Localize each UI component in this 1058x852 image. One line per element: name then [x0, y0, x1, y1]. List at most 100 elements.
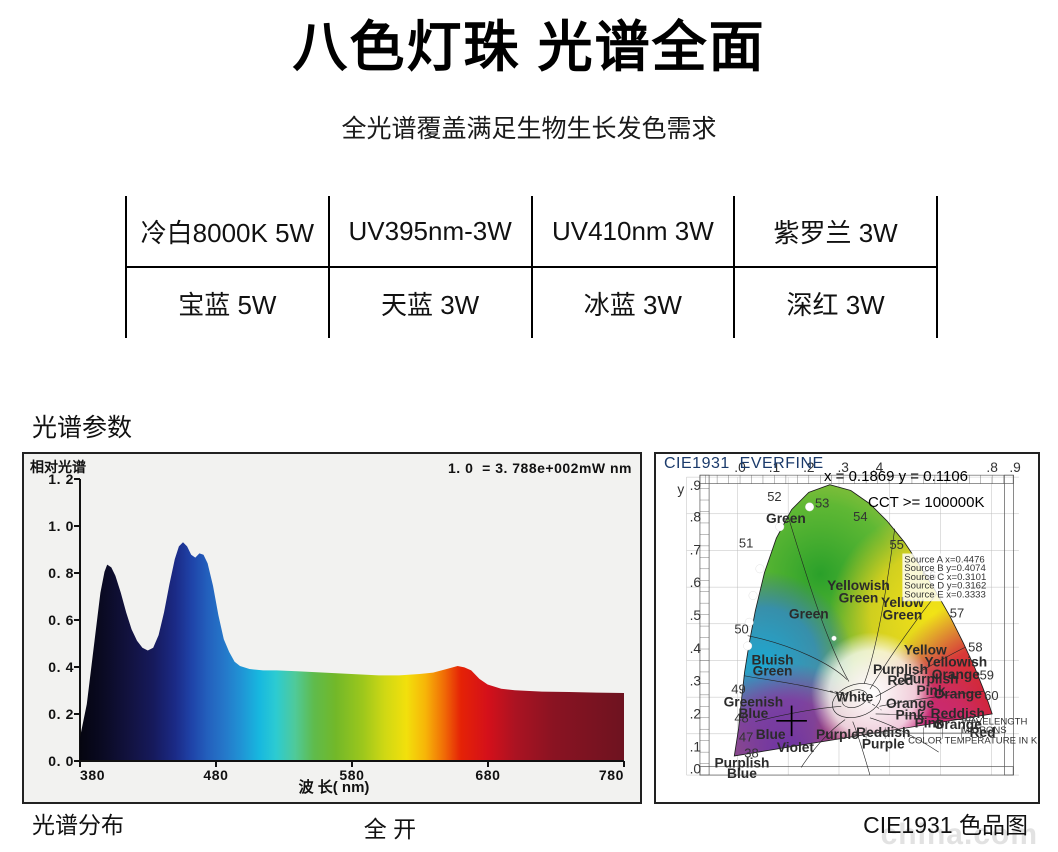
cie-x-axis-ticks: .0 .1 .2 .3 .4 .8 .9	[734, 460, 1021, 475]
page-header: 八色灯珠 光谱全面 全光谱覆盖满足生物生长发色需求	[0, 0, 1058, 170]
svg-text:380: 380	[80, 767, 105, 783]
svg-text:Source E x=0.3333: Source E x=0.3333	[904, 589, 985, 600]
spectrum-plot-svg: 1. 2 1. 0 0. 8 0. 6 0. 4 0. 2 0. 0	[48, 471, 625, 783]
svg-text:Purplish: Purplish	[714, 755, 769, 770]
svg-text:Greenish: Greenish	[724, 694, 784, 709]
svg-text:Reddish: Reddish	[931, 706, 985, 721]
cie-y-axis-label: y	[677, 482, 684, 497]
svg-text:48: 48	[734, 710, 748, 725]
spec-cell-cool-white: 冷白8000K 5W	[125, 196, 330, 266]
svg-text:480: 480	[203, 767, 228, 783]
svg-text:.5: .5	[690, 608, 702, 623]
svg-text:.4: .4	[872, 460, 884, 475]
svg-text:60: 60	[984, 688, 998, 703]
spec-cell-ice-blue: 冰蓝 3W	[533, 268, 736, 338]
svg-text:Yellowish: Yellowish	[925, 655, 988, 670]
svg-text:Purple: Purple	[862, 736, 905, 751]
svg-text:52: 52	[767, 489, 781, 504]
svg-text:Purple: Purple	[816, 727, 859, 742]
svg-text:780: 780	[599, 767, 624, 783]
svg-text:Green: Green	[789, 606, 829, 621]
svg-text:.6: .6	[690, 575, 702, 590]
x-axis-title: 波 长( nm)	[298, 779, 370, 796]
svg-text:0. 0: 0. 0	[48, 753, 74, 769]
svg-text:Source B y=0.4074: Source B y=0.4074	[904, 563, 986, 574]
page-title: 八色灯珠 光谱全面	[292, 16, 766, 78]
svg-text:580: 580	[339, 767, 364, 783]
y-axis-title: 相对光谱	[30, 459, 86, 475]
svg-text:Pink: Pink	[917, 683, 946, 698]
svg-text:0. 2: 0. 2	[48, 706, 74, 722]
cie-plot-svg: .9 .8 .7 .6 .5 .4 .3 .2 .1 .0 .0 .1 .2 .…	[656, 454, 1038, 802]
cie-chart-title: CIE1931 EVERFINE	[664, 455, 824, 472]
svg-text:MICRONS: MICRONS	[962, 725, 1007, 736]
svg-text:.0: .0	[690, 762, 702, 777]
cie-cct-readout: CCT >= 100000K	[868, 494, 985, 511]
svg-text:Green: Green	[839, 590, 879, 605]
svg-text:53: 53	[815, 496, 829, 511]
svg-text:Reddish: Reddish	[856, 725, 910, 740]
svg-text:.2: .2	[803, 460, 814, 475]
svg-text:Blue: Blue	[756, 727, 786, 742]
caption-cie1931: CIE1931 色品图	[863, 812, 1028, 838]
svg-text:Blue: Blue	[727, 766, 757, 781]
svg-text:Red: Red	[970, 725, 996, 740]
svg-text:.9: .9	[1009, 460, 1020, 475]
measured-point-crosshair	[776, 705, 807, 737]
svg-text:50: 50	[734, 622, 748, 637]
table-row: 冷白8000K 5W UV395nm-3W UV410nm 3W 紫罗兰 3W	[125, 196, 938, 268]
svg-text:Purplish: Purplish	[873, 662, 928, 677]
svg-text:38: 38	[744, 745, 758, 760]
spec-cell-violet: 紫罗兰 3W	[735, 196, 938, 266]
spectral-distribution-chart: 相对光谱 1. 0 = 3. 788e+002mW nm	[22, 452, 642, 804]
svg-text:COLOR TEMPERATURE IN KELVINS: COLOR TEMPERATURE IN KELVINS	[908, 736, 1038, 747]
svg-text:54: 54	[853, 509, 867, 524]
svg-text:.2: .2	[690, 707, 701, 722]
svg-text:Yellow: Yellow	[904, 643, 947, 658]
svg-text:Orange: Orange	[932, 667, 980, 682]
svg-text:680: 680	[475, 767, 500, 783]
cie-region-boundaries	[743, 515, 985, 776]
svg-text:1. 2: 1. 2	[48, 471, 74, 487]
svg-text:0. 8: 0. 8	[48, 565, 74, 581]
svg-text:White: White	[836, 690, 874, 705]
svg-text:Source C x=0.3101: Source C x=0.3101	[904, 572, 986, 583]
table-row: 宝蓝 5W 天蓝 3W 冰蓝 3W 深红 3W	[125, 268, 938, 338]
cie-source-legend: Source A x=0.4476 Source B y=0.4074 Sour…	[902, 553, 986, 602]
svg-text:.4: .4	[690, 641, 702, 656]
cie-xy-readout: x = 0.1869 y = 0.1106	[824, 468, 969, 485]
svg-text:Red: Red	[887, 673, 913, 688]
svg-text:Bluish: Bluish	[752, 652, 794, 667]
cie1931-chromaticity-chart: CIE1931 EVERFINE x = 0.1869 y = 0.1106 C…	[654, 452, 1040, 804]
cie-axis-rulers	[699, 474, 1014, 776]
planckian-locus	[829, 690, 882, 711]
svg-text:Violet: Violet	[777, 740, 815, 755]
svg-text:1. 0: 1. 0	[48, 518, 74, 534]
svg-text:Blue: Blue	[739, 706, 769, 721]
svg-text:.3: .3	[690, 674, 702, 689]
caption-spectral-distribution: 光谱分布	[32, 812, 124, 838]
svg-text:.1: .1	[690, 739, 701, 754]
svg-text:Green: Green	[883, 608, 923, 623]
site-watermark: china.com	[880, 818, 1038, 851]
svg-text:Orange: Orange	[886, 696, 934, 711]
svg-text:55: 55	[889, 537, 903, 552]
cie-bottom-annotations: COLOR TEMPERATURE IN KELVINS WAVELENGTH …	[854, 717, 1038, 747]
svg-text:0. 6: 0. 6	[48, 612, 74, 628]
spec-cell-uv395: UV395nm-3W	[330, 196, 533, 266]
svg-text:58: 58	[968, 639, 982, 654]
svg-text:57: 57	[950, 606, 964, 621]
svg-text:Green: Green	[766, 511, 806, 526]
svg-text:0. 4: 0. 4	[48, 659, 74, 675]
spec-cell-royal-blue: 宝蓝 5W	[125, 268, 330, 338]
svg-text:47: 47	[739, 729, 753, 744]
svg-text:Purplish: Purplish	[904, 671, 959, 686]
cie-y-axis-ticks: .9 .8 .7 .6 .5 .4 .3 .2 .1 .0	[690, 478, 702, 776]
locus-marker-dots	[743, 502, 837, 651]
spec-cell-sky-blue: 天蓝 3W	[330, 268, 533, 338]
spectrum-params-heading: 光谱参数	[32, 414, 133, 442]
svg-text:Pink: Pink	[915, 715, 944, 730]
spec-cell-deep-red: 深红 3W	[735, 268, 938, 338]
caption-all-on: 全 开	[363, 816, 417, 842]
svg-text:Green: Green	[753, 664, 793, 679]
